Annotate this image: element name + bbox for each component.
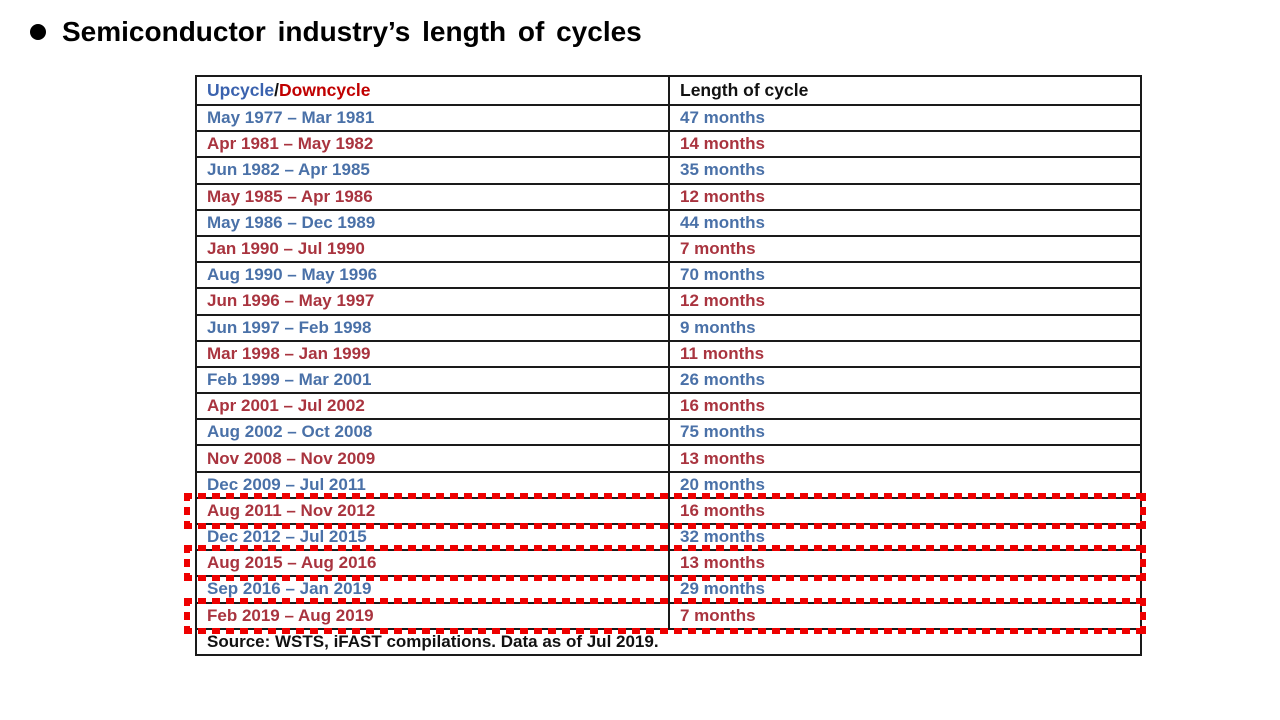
table-wrap: Upcycle/Downcycle Length of cycle May 19…: [184, 75, 1146, 656]
period-cell: Jun 1982 – Apr 1985: [195, 156, 670, 185]
period-cell: Jun 1996 – May 1997: [195, 287, 670, 316]
length-cell: 13 months: [668, 549, 1142, 578]
length-cell: 26 months: [668, 365, 1142, 395]
length-cell: 16 months: [668, 496, 1142, 526]
table-row: Jan 1990 – Jul 1990 7 months: [195, 234, 1142, 264]
period-cell: Aug 2002 – Oct 2008: [195, 418, 670, 447]
period-cell: Jan 1990 – Jul 1990: [195, 234, 670, 264]
length-cell: 20 months: [668, 470, 1142, 499]
period-cell: Apr 1981 – May 1982: [195, 130, 670, 159]
period-cell: Feb 1999 – Mar 2001: [195, 365, 670, 395]
period-cell: Aug 2011 – Nov 2012: [195, 496, 670, 526]
bullet-icon: [30, 24, 46, 40]
length-cell: 44 months: [668, 208, 1142, 237]
source-note: Source: WSTS, iFAST compilations. Data a…: [195, 627, 1142, 656]
header-separator: /: [274, 80, 279, 100]
header-downcycle-label: Downcycle: [279, 80, 371, 100]
header-cell-cycle: Upcycle/Downcycle: [195, 75, 670, 106]
period-cell: May 1986 – Dec 1989: [195, 208, 670, 237]
table-row: Sep 2016 – Jan 2019 29 months: [195, 575, 1142, 604]
table-row: Aug 2011 – Nov 2012 16 months: [195, 496, 1142, 526]
table-row: Dec 2009 – Jul 2011 20 months: [195, 470, 1142, 499]
table-row: Jun 1982 – Apr 1985 35 months: [195, 156, 1142, 185]
table-row: Mar 1998 – Jan 1999 11 months: [195, 339, 1142, 368]
length-cell: 16 months: [668, 392, 1142, 421]
length-cell: 47 months: [668, 103, 1142, 133]
page-title: Semiconductor industry’s length of cycle…: [62, 16, 642, 47]
length-cell: 7 months: [668, 601, 1142, 630]
length-cell: 7 months: [668, 234, 1142, 264]
table-row: Feb 1999 – Mar 2001 26 months: [195, 365, 1142, 395]
length-cell: 11 months: [668, 339, 1142, 368]
period-cell: Sep 2016 – Jan 2019: [195, 575, 670, 604]
period-cell: Dec 2009 – Jul 2011: [195, 470, 670, 499]
table-row: Feb 2019 – Aug 2019 7 months: [195, 601, 1142, 630]
header-upcycle-label: Upcycle: [207, 80, 275, 100]
table-header-row: Upcycle/Downcycle Length of cycle: [195, 75, 1142, 106]
slide-title-row: Semiconductor industry’s length of cycle…: [30, 16, 642, 48]
length-cell: 12 months: [668, 182, 1142, 211]
table-row: Apr 2001 – Jul 2002 16 months: [195, 392, 1142, 421]
table-row: Aug 2002 – Oct 2008 75 months: [195, 418, 1142, 447]
period-cell: Feb 2019 – Aug 2019: [195, 601, 670, 630]
period-cell: Aug 1990 – May 1996: [195, 261, 670, 290]
length-cell: 13 months: [668, 444, 1142, 473]
length-cell: 75 months: [668, 418, 1142, 447]
header-cell-length: Length of cycle: [668, 75, 1142, 106]
period-cell: Jun 1997 – Feb 1998: [195, 313, 670, 342]
period-cell: May 1985 – Apr 1986: [195, 182, 670, 211]
length-cell: 14 months: [668, 130, 1142, 159]
table-row: Dec 2012 – Jul 2015 32 months: [195, 522, 1142, 552]
table-row: May 1977 – Mar 1981 47 months: [195, 103, 1142, 133]
table-row: Apr 1981 – May 1982 14 months: [195, 130, 1142, 159]
table-row: May 1986 – Dec 1989 44 months: [195, 208, 1142, 237]
source-row: Source: WSTS, iFAST compilations. Data a…: [195, 627, 1142, 656]
period-cell: Nov 2008 – Nov 2009: [195, 444, 670, 473]
length-cell: 12 months: [668, 287, 1142, 316]
table-body: May 1977 – Mar 1981 47 months Apr 1981 – M…: [195, 103, 1142, 630]
table-row: May 1985 – Apr 1986 12 months: [195, 182, 1142, 211]
period-cell: Apr 2001 – Jul 2002: [195, 392, 670, 421]
length-cell: 9 months: [668, 313, 1142, 342]
table-row: Jun 1997 – Feb 1998 9 months: [195, 313, 1142, 342]
table-row: Nov 2008 – Nov 2009 13 months: [195, 444, 1142, 473]
cycles-table: Upcycle/Downcycle Length of cycle May 19…: [195, 75, 1142, 656]
table-row: Aug 2015 – Aug 2016 13 months: [195, 549, 1142, 578]
length-cell: 29 months: [668, 575, 1142, 604]
period-cell: Mar 1998 – Jan 1999: [195, 339, 670, 368]
period-cell: Aug 2015 – Aug 2016: [195, 549, 670, 578]
period-cell: Dec 2012 – Jul 2015: [195, 522, 670, 552]
table-row: Aug 1990 – May 1996 70 months: [195, 261, 1142, 290]
length-cell: 35 months: [668, 156, 1142, 185]
table-row: Jun 1996 – May 1997 12 months: [195, 287, 1142, 316]
length-cell: 32 months: [668, 522, 1142, 552]
length-cell: 70 months: [668, 261, 1142, 290]
period-cell: May 1977 – Mar 1981: [195, 103, 670, 133]
